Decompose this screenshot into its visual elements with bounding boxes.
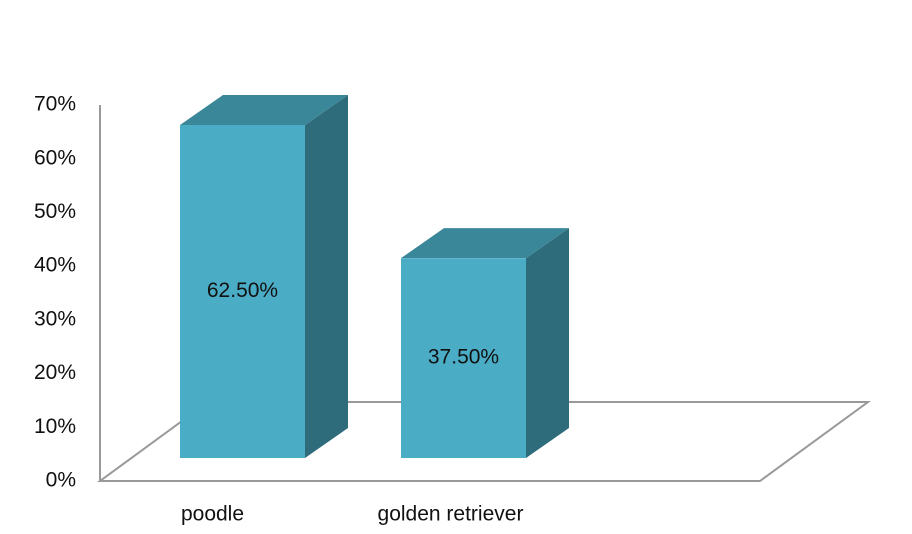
bar-side bbox=[305, 94, 348, 458]
y-tick-label: 30% bbox=[34, 307, 76, 330]
y-tick-label: 20% bbox=[34, 361, 76, 384]
x-tick-label: golden retriever bbox=[378, 503, 524, 526]
bar-top bbox=[401, 228, 569, 259]
bar-top bbox=[180, 94, 348, 125]
y-tick-label: 60% bbox=[34, 146, 76, 169]
floor bbox=[96, 401, 872, 482]
y-tick-label: 50% bbox=[34, 200, 76, 223]
data-label: 37.50% bbox=[428, 346, 499, 369]
bar bbox=[401, 258, 526, 458]
y-tick-label: 10% bbox=[34, 415, 76, 438]
x-tick-label: poodle bbox=[181, 503, 244, 526]
y-tick-label: 70% bbox=[34, 93, 76, 116]
bar bbox=[180, 124, 305, 458]
data-label: 62.50% bbox=[207, 279, 278, 302]
y-tick-label: 0% bbox=[46, 469, 76, 492]
bar-side bbox=[526, 228, 569, 458]
y-tick-label: 40% bbox=[34, 254, 76, 277]
